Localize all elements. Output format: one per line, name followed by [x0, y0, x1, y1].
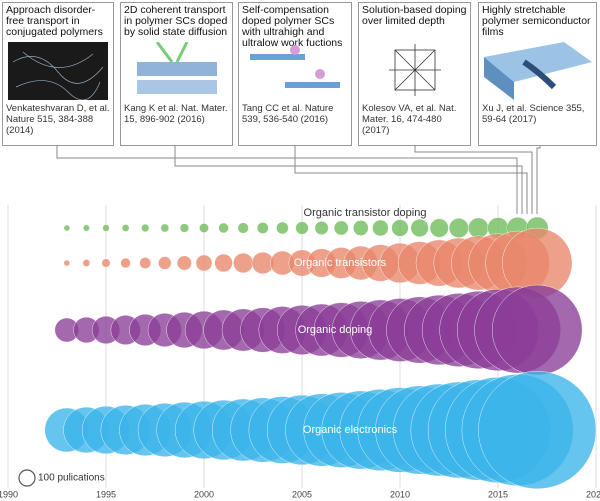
paper-title: 2D coherent transport in polymer SCs dop… — [124, 4, 228, 38]
bubble — [314, 221, 329, 235]
bubble — [160, 223, 170, 233]
bubble — [468, 217, 489, 239]
paper-image — [8, 42, 108, 100]
paper-box: Solution-based doping over limited depth… — [358, 2, 471, 146]
bubble — [233, 252, 254, 274]
paper-title: Approach disorder-free transport in conj… — [6, 4, 103, 38]
bubble — [63, 259, 70, 267]
connectors — [56, 146, 541, 214]
paper-title: Self-compensation doped polymer SCs with… — [242, 4, 343, 49]
paper-box: 2D coherent transport in polymer SCs dop… — [120, 2, 233, 146]
series — [63, 227, 573, 299]
x-tick-label: 1995 — [96, 489, 116, 499]
bubble — [83, 224, 90, 232]
paper-citation: Venkateshvaran D, et al. Nature 515, 384… — [6, 103, 110, 136]
paper-citation: Tang CC et al. Nature 539, 536-540 (2016… — [242, 103, 334, 125]
bubble — [120, 257, 131, 269]
bubble — [391, 219, 409, 237]
legend-bubble — [18, 469, 36, 487]
paper-citation: Kang K et al. Nat. Mater. 15, 896-902 (2… — [124, 103, 228, 125]
bubble — [176, 255, 192, 271]
bubble — [63, 224, 70, 232]
bubble — [333, 220, 349, 236]
bubble — [102, 224, 110, 232]
series — [63, 216, 549, 240]
paper-image — [388, 44, 441, 96]
series-label: Organic doping — [298, 324, 373, 336]
x-tick-label: 2005 — [292, 489, 312, 499]
x-tick-label: 1990 — [0, 489, 18, 499]
bubble — [372, 219, 389, 237]
bubble — [492, 284, 583, 376]
bubble — [158, 256, 172, 270]
bubble — [276, 221, 289, 235]
connector — [174, 146, 523, 214]
paper-title: Highly stretchable polymer semiconductor… — [482, 4, 591, 38]
bubble — [101, 258, 111, 268]
series-label: Organic electronics — [303, 424, 398, 436]
bubble — [237, 222, 249, 234]
paper-image — [136, 42, 217, 94]
bubble — [141, 223, 150, 233]
series — [54, 284, 583, 376]
series — [44, 371, 597, 489]
bubble — [195, 254, 213, 272]
bubble — [295, 221, 309, 235]
series-label: Organic transistor doping — [304, 207, 427, 219]
bubble — [478, 371, 597, 489]
bubble — [199, 223, 209, 233]
connector — [294, 146, 528, 214]
paper-box: Self-compensation doped polymer SCs with… — [238, 2, 352, 146]
connector — [56, 146, 518, 214]
bubble — [121, 224, 130, 232]
paper-box: Highly stretchable polymer semiconductor… — [478, 2, 597, 146]
bubble — [256, 222, 269, 234]
paper-image — [250, 45, 340, 88]
paper-citation: Kolesov VA, et al. Nat. Mater. 16, 474-4… — [362, 103, 457, 136]
series-label: Organic transistors — [294, 257, 387, 269]
legend-label: 100 pulications — [38, 473, 105, 484]
bubble — [448, 218, 469, 238]
bubble — [179, 223, 189, 233]
bubble — [410, 218, 429, 238]
connector — [414, 146, 533, 214]
paper-box: Approach disorder-free transport in conj… — [2, 2, 114, 146]
bubble — [429, 218, 449, 238]
x-tick-label: 2010 — [390, 489, 410, 499]
x-tick-label: 2000 — [194, 489, 214, 499]
bubble — [218, 222, 229, 234]
bubble — [82, 259, 91, 267]
bubble — [214, 253, 233, 273]
x-tick-label: 2020 — [586, 489, 600, 499]
bubble — [353, 220, 369, 236]
paper-title: Solution-based doping over limited depth — [362, 4, 467, 27]
paper-citation: Xu J, et al. Science 355, 59-64 (2017) — [482, 103, 585, 125]
bubble — [139, 257, 152, 269]
paper-image — [483, 42, 592, 100]
x-tick-label: 2015 — [488, 489, 508, 499]
connector — [536, 146, 541, 214]
